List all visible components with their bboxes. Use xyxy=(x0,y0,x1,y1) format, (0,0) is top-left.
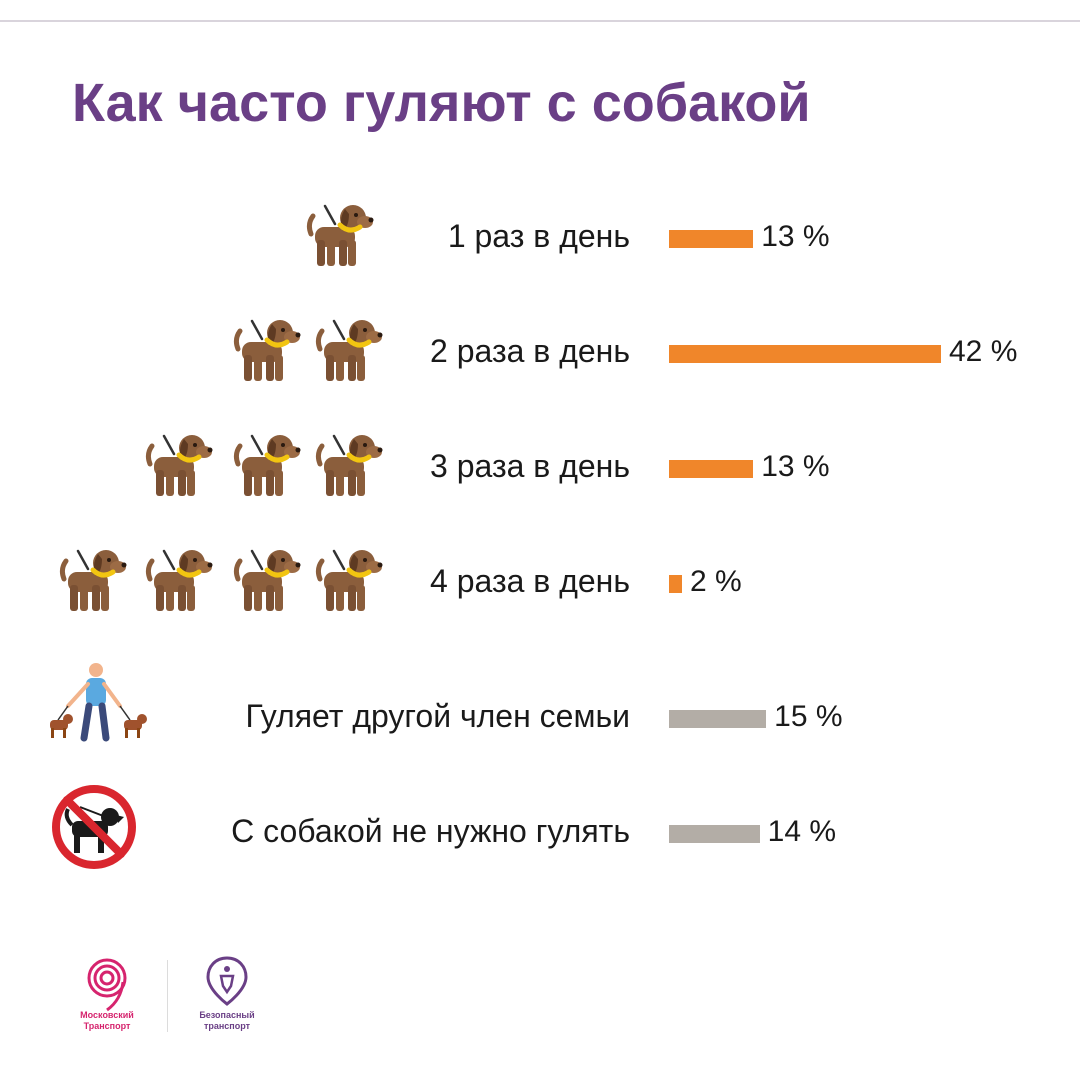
value-label: 15 % xyxy=(774,700,843,733)
chart-row: С собакой не нужно гулять 14 % xyxy=(0,785,1080,875)
dog-icon xyxy=(58,545,128,615)
value-label: 13 % xyxy=(761,220,830,253)
safe-transport-logo-text: Безопасный транспорт xyxy=(186,1010,268,1032)
value-label: 2 % xyxy=(689,565,742,598)
bar xyxy=(669,345,941,363)
person-walking-dogs-icon xyxy=(50,663,147,742)
dog-icon xyxy=(314,315,384,385)
dog-icon xyxy=(144,545,214,615)
logo1-line2: Транспорт xyxy=(83,1021,131,1031)
moscow-transport-logo-icon xyxy=(87,958,127,1012)
dog-icon xyxy=(232,315,302,385)
footer-logos: Московский Транспорт Безопасный транспор… xyxy=(0,950,400,1050)
chart-row: 3 раза в день 13 % xyxy=(0,430,1080,510)
category-label: 3 раза в день xyxy=(430,448,630,484)
page-title: Как часто гуляют с собакой xyxy=(72,73,811,133)
safe-transport-logo-icon xyxy=(206,956,248,1006)
category-label: 4 раза в день xyxy=(430,563,630,599)
no-dog-walking-icon xyxy=(52,785,136,869)
bar xyxy=(669,230,754,248)
category-label: 1 раз в день xyxy=(447,218,630,254)
dog-icon xyxy=(314,545,384,615)
logo-divider xyxy=(167,960,168,1032)
dog-icon xyxy=(232,545,302,615)
dog-icon xyxy=(305,200,375,270)
bar xyxy=(669,710,767,728)
bar xyxy=(669,575,682,593)
category-label: 2 раза в день xyxy=(430,333,630,369)
dog-icon xyxy=(232,430,302,500)
category-label: С собакой не нужно гулять xyxy=(231,813,630,849)
chart-row: Гуляет другой член семьи 15 % xyxy=(0,663,1080,760)
moscow-transport-logo-text: Московский Транспорт xyxy=(66,1010,148,1032)
top-divider xyxy=(0,20,1080,22)
dog-icon xyxy=(314,430,384,500)
value-label: 13 % xyxy=(761,450,830,483)
value-label: 42 % xyxy=(949,335,1018,368)
dog-icon xyxy=(144,430,214,500)
chart-row: 2 раза в день 42 % xyxy=(0,315,1080,395)
bar xyxy=(669,825,760,843)
chart-row: 1 раз в день 13 % xyxy=(0,200,1080,280)
bar xyxy=(669,460,754,478)
logo1-line1: Московский xyxy=(80,1010,134,1020)
chart-row: 4 раза в день 2 % xyxy=(0,545,1080,625)
value-label: 14 % xyxy=(767,815,837,848)
logo2-line1: Безопасный xyxy=(199,1010,255,1020)
logo2-line2: транспорт xyxy=(203,1021,251,1031)
category-label: Гуляет другой член семьи xyxy=(245,698,630,734)
